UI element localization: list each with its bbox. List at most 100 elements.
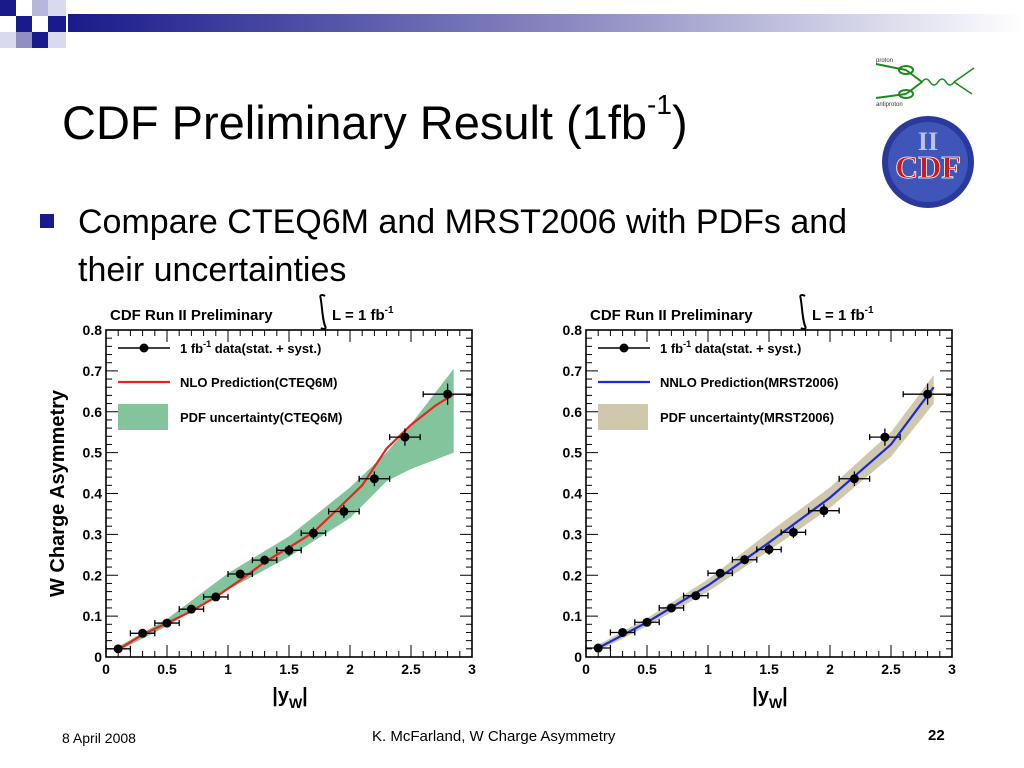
chart-mrst2006-svg: CDF Run II Preliminary L = 1 fb-1 0 0.5 1 1.5… <box>563 294 956 711</box>
y-tick-label: 0.3 <box>563 526 583 542</box>
x-tick-label: 3 <box>468 661 476 677</box>
y-tick-label: 0.7 <box>563 363 583 379</box>
x-tick-label: 1 <box>224 661 232 677</box>
y-tick-label: 0.5 <box>563 445 583 461</box>
data-point <box>400 432 410 442</box>
chart-mrst2006: CDF Run II Preliminary L = 1 fb-1 0 0.5 1 1.5… <box>520 292 960 712</box>
footer-title: K. McFarland, W Charge Asymmetry <box>372 728 616 745</box>
data-point <box>740 555 750 565</box>
x-tick-label: 1 <box>704 661 712 677</box>
footer-date: 8 April 2008 <box>62 730 136 746</box>
logo-roman-numeral: II <box>918 127 938 156</box>
x-axis-label-end: | <box>782 685 788 707</box>
legend-data-rest: data(stat. + syst.) <box>211 341 321 356</box>
x-tick-label: 0.5 <box>637 661 657 677</box>
prediction-line <box>117 393 455 651</box>
y-tick-label: 0.4 <box>83 486 103 502</box>
data-point <box>186 604 196 614</box>
title-superscript: -1 <box>647 89 672 120</box>
data-point <box>819 506 829 516</box>
data-point <box>642 617 652 627</box>
x-axis-label: |yW| <box>272 685 308 711</box>
y-tick-label: 0.2 <box>83 567 103 583</box>
x-tick-label: 3 <box>948 661 956 677</box>
logo-label-proton: proton <box>876 58 893 64</box>
integral-sign-icon <box>319 294 327 330</box>
legend-prediction-label: NNLO Prediction(MRST2006) <box>660 375 838 390</box>
data-point <box>618 627 628 637</box>
chart-cteq6m-svg: CDF Run II Preliminary L = 1 fb-1 0 0.5 1 1.5… <box>47 294 476 711</box>
x-tick-label: 2 <box>826 661 834 677</box>
data-point <box>308 528 318 538</box>
chart-lumi: L = 1 fb-1 <box>332 305 394 324</box>
y-tick-label: 0.8 <box>563 322 583 338</box>
legend-data-sup: -1 <box>683 339 691 349</box>
data-point <box>691 591 701 601</box>
x-tick-label: 0.5 <box>157 661 177 677</box>
logo-label-antiproton: antiproton <box>876 102 903 108</box>
legend-data-marker <box>139 343 149 353</box>
x-tick-label: 2.5 <box>401 661 421 677</box>
y-axis-label: W Charge Asymmetry <box>47 389 69 597</box>
integral-sign-icon <box>799 294 807 330</box>
x-axis-label: |yW| <box>752 685 788 711</box>
x-tick-label: 0 <box>582 661 590 677</box>
y-tick-label: 0.1 <box>83 608 103 624</box>
y-tick-label: 0 <box>574 649 582 665</box>
chart-header: CDF Run II Preliminary <box>590 307 753 324</box>
data-point <box>339 506 349 516</box>
data-point <box>113 644 123 654</box>
title-main: CDF Preliminary Result (1fb <box>62 96 648 149</box>
legend-data-rest: data(stat. + syst.) <box>691 341 801 356</box>
x-tick-label: 2 <box>346 661 354 677</box>
x-tick-label: 0 <box>102 661 110 677</box>
data-point <box>764 544 774 554</box>
data-point <box>138 628 148 638</box>
title-end: ) <box>671 96 688 149</box>
data-point <box>443 389 453 399</box>
legend-data-label: 1 fb-1 data(stat. + syst.) <box>660 339 801 356</box>
x-axis-label-sub: W <box>289 695 303 711</box>
x-tick-label: 1.5 <box>759 661 779 677</box>
legend-band-swatch <box>598 404 648 430</box>
data-point <box>369 474 379 484</box>
logo-text: CDF <box>895 149 961 185</box>
cdf-logo: proton antiproton II CDF <box>875 58 975 208</box>
y-tick-label: 0.6 <box>563 404 583 420</box>
y-tick-label: 0.5 <box>83 445 103 461</box>
chart-cteq6m: CDF Run II Preliminary L = 1 fb-1 0 0.5 1 1.5… <box>40 292 480 712</box>
legend-data-label: 1 fb-1 data(stat. + syst.) <box>180 339 321 356</box>
y-tick-label: 0.2 <box>563 567 583 583</box>
feynman-diagram-icon: proton antiproton <box>875 58 975 108</box>
bullet-text: Compare CTEQ6M and MRST2006 with PDFs an… <box>78 203 848 289</box>
x-tick-label: 1.5 <box>279 661 299 677</box>
y-tick-label: 0 <box>94 649 102 665</box>
chart-lumi: L = 1 fb-1 <box>812 305 874 324</box>
x-axis-label-sub: W <box>769 695 783 711</box>
y-tick-label: 0.1 <box>563 608 583 624</box>
legend-data-marker <box>619 343 629 353</box>
data-point <box>593 643 603 653</box>
slide-title: CDF Preliminary Result (1fb-1) <box>62 89 688 150</box>
data-point <box>162 618 172 628</box>
chart-lumi-sup: -1 <box>385 305 394 316</box>
data-point <box>715 568 725 578</box>
y-tick-label: 0.8 <box>83 322 103 338</box>
data-point <box>880 432 890 442</box>
x-axis-label-end: | <box>302 685 308 707</box>
x-tick-label: 2.5 <box>881 661 901 677</box>
data-point <box>849 474 859 484</box>
data-point <box>666 603 676 613</box>
data-point <box>788 527 798 537</box>
data-point <box>923 389 933 399</box>
data-point <box>235 569 245 579</box>
y-tick-label: 0.3 <box>83 526 103 542</box>
page-number: 22 <box>928 727 945 744</box>
legend-data-sup: -1 <box>203 339 211 349</box>
legend-band-label: PDF uncertainty(CTEQ6M) <box>180 410 343 425</box>
prediction-line <box>597 386 935 649</box>
data-point <box>211 592 221 602</box>
data-point <box>284 545 294 555</box>
y-tick-label: 0.7 <box>83 363 103 379</box>
y-tick-label: 0.4 <box>563 486 583 502</box>
